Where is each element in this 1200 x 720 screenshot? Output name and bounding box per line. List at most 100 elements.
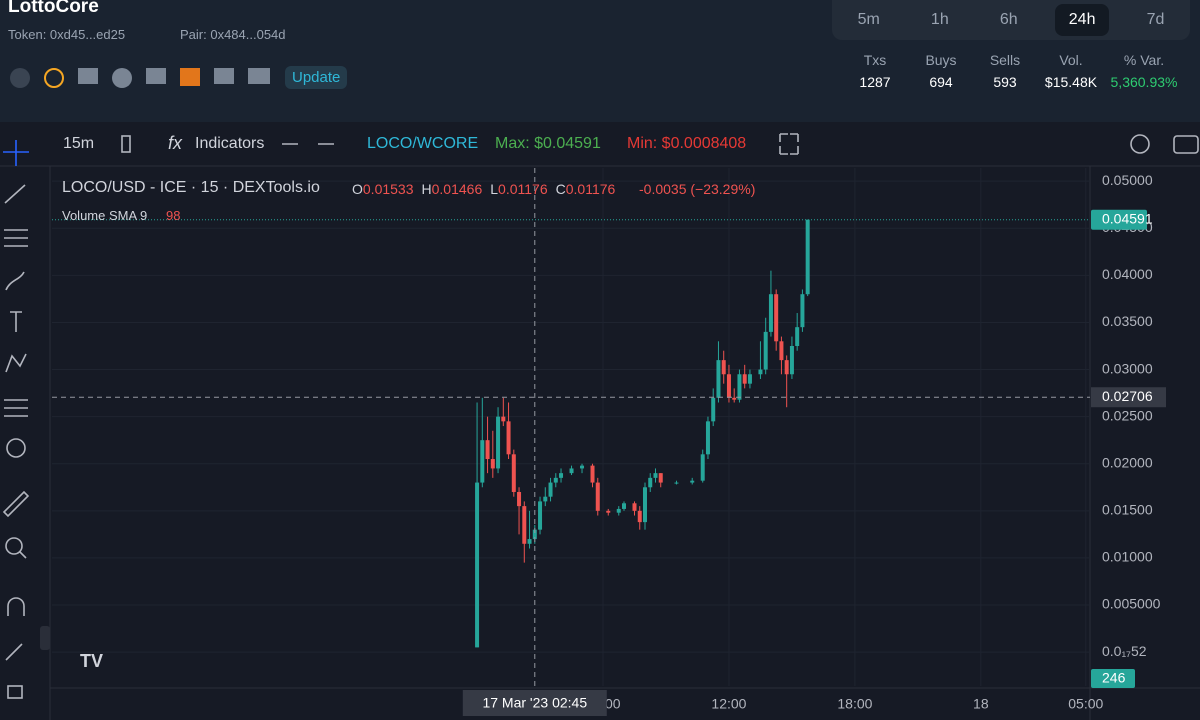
stat-value: $15.48K [1044,74,1098,90]
collapse-button[interactable] [40,626,50,650]
y-tick-label: 0.02000 [1102,454,1153,470]
candle-body [622,503,627,509]
y-tick-label: 0.03000 [1102,360,1153,376]
y-tick-label: 0.04000 [1102,266,1153,282]
stat-column: Sells 593 [972,52,1038,90]
min-price: Min: $0.0008408 [627,135,747,152]
candle-body [559,473,564,478]
candle-body [527,539,532,544]
x-tick-label: 12:00 [711,696,746,712]
candle-body [548,482,553,497]
web-icon[interactable] [78,68,98,84]
candle-body [496,416,501,469]
candle-body [653,473,658,478]
pair-address[interactable]: Pair: 0x484...054d [180,27,286,42]
timeframe-tab[interactable]: 5m [857,11,880,28]
stat-column: Txs 1287 [840,52,910,90]
legend-change: -0.0035 (−23.29%) [639,181,756,197]
discord-icon[interactable] [248,68,270,84]
candle-body [658,473,663,483]
candle-body [553,477,558,483]
volume-sma-label: Volume SMA 9 [62,208,148,223]
twitter-icon[interactable] [146,68,166,84]
y-tick-label: 0.01500 [1102,502,1153,518]
candle-body [590,465,595,483]
update-button[interactable]: Update [285,66,348,89]
app-title: LottoCore [8,0,99,17]
social-icons [10,68,270,88]
stat-value: 1287 [859,74,891,90]
indicators-button[interactable]: Indicators [195,135,265,152]
tv-logo: TV [80,651,103,671]
candle-body [485,440,490,460]
fx-icon: fx [168,133,183,153]
stat-header: Vol. [1059,52,1083,68]
candle-body [742,374,747,384]
stat-value: 5,360.93% [1110,74,1178,90]
candle-body [532,529,537,540]
y-tick-label: 0.01000 [1102,549,1153,565]
x-tick-label: 18 [973,696,989,712]
ohlc-value: 0.01176 [498,181,548,197]
crosshair-time-label: 17 Mar '23 02:45 [482,695,587,711]
candle-body [700,454,705,481]
candle-body [789,346,794,375]
candle-body [642,487,647,523]
volume-label: 246 [1102,670,1126,686]
volume-sma-value: 98 [166,208,181,223]
candle-body [763,331,768,370]
candle-body [795,327,800,347]
max-price: Max: $0.04591 [495,135,601,152]
candle-body [737,374,742,400]
timeframe-tabs: 5m 1h 6h 24h 7d [832,0,1190,40]
timeframe-tab[interactable]: 24h [1054,4,1110,36]
ohlc-key: O [352,181,363,197]
candle-body [758,369,763,375]
candle-body [779,341,784,361]
email-icon[interactable] [214,68,234,84]
candle-body [800,294,805,328]
legend-ohlc: O 0.01533 H 0.01466 L 0.01176 C 0.01176 [352,181,615,197]
ohlc-value: 0.01176 [565,181,616,197]
candle-body [506,421,511,455]
candle-body [690,480,695,483]
legend-symbol: LOCO/USD - ICE · 15 · DEXTools.io [62,179,320,196]
timeframe-tab[interactable]: 6h [999,11,1018,28]
pair-name[interactable]: LOCO/WCORE [367,135,479,152]
candle-body [632,503,637,511]
ohlc-value: 0.01466 [431,181,483,197]
stat-header: Txs [863,52,887,68]
candle-body [538,501,543,530]
y-tick-label: 0.02500 [1102,407,1153,423]
candle-body [747,374,752,384]
ohlc-key: L [490,181,499,197]
stat-header: Buys [925,52,957,68]
stat-column: Vol. $15.48K [1038,52,1104,90]
metamask-icon[interactable] [180,68,200,86]
candle-body [595,482,600,511]
telegram-icon[interactable] [112,68,132,88]
stat-value: 593 [993,74,1017,90]
coin-icon[interactable] [44,68,64,88]
y-tick-label: 0.005000 [1102,596,1161,612]
candle-body [716,360,721,398]
interval-button[interactable]: 15m [63,135,95,152]
stat-column: % Var. 5,360.93% [1104,52,1184,90]
timeframe-tab[interactable]: 1h [930,11,949,28]
crosshair-price-badge [1091,387,1166,408]
ohlc-key: C [555,181,566,197]
candle-body [543,496,548,502]
candle-body [616,508,621,513]
candle-body [721,360,726,375]
candle-body [511,454,516,492]
chart-bg [0,122,1200,720]
stat-header: Sells [989,52,1021,68]
candle-body [606,510,611,513]
share-icon[interactable] [10,68,30,88]
ohlc-value: 0.01533 [362,181,414,197]
timeframe-tab[interactable]: 7d [1146,11,1165,28]
candle-body [480,440,485,483]
token-address[interactable]: Token: 0xd45...ed25 [8,27,126,42]
y-tick-label: 0.0₁₇52 [1102,643,1147,659]
